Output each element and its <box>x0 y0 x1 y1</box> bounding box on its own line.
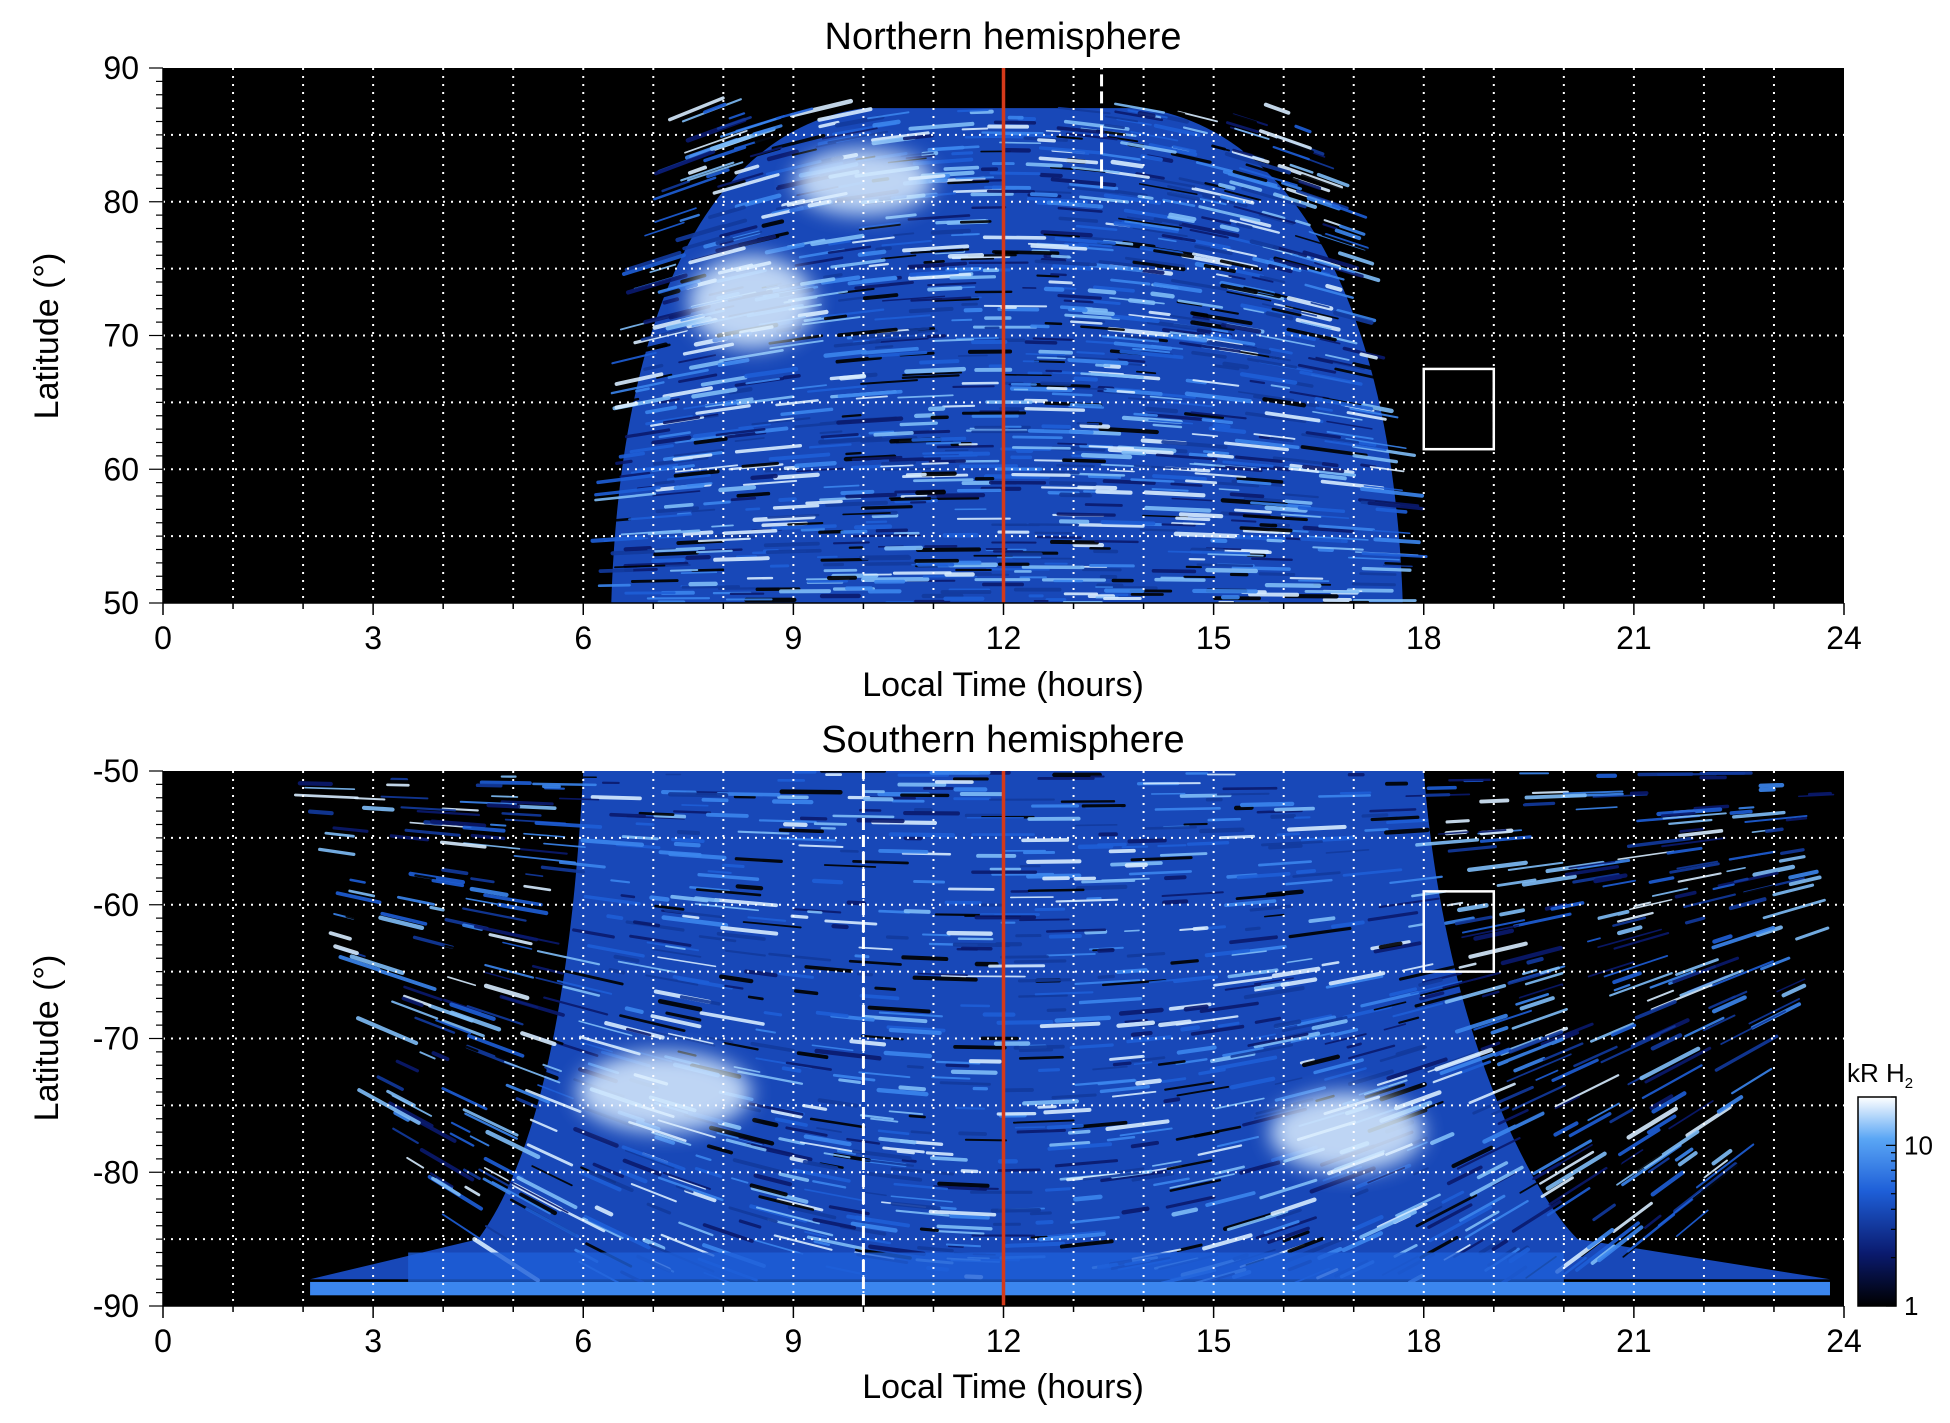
y-tick-label: 50 <box>103 585 139 621</box>
x-tick-label: 3 <box>364 620 382 656</box>
emission-map <box>590 96 1428 603</box>
y-tick-label: -80 <box>93 1154 139 1190</box>
x-tick-label: 12 <box>986 1323 1022 1359</box>
x-tick-label: 0 <box>154 620 172 656</box>
bright-emission-region <box>1269 1092 1424 1173</box>
x-tick-label: 6 <box>574 620 592 656</box>
y-tick-label: 70 <box>103 318 139 354</box>
x-tick-label: 18 <box>1406 1323 1442 1359</box>
x-tick-label: 9 <box>784 620 802 656</box>
x-axis-label: Local Time (hours) <box>862 666 1144 704</box>
y-tick-label: -90 <box>93 1288 139 1324</box>
region-box <box>1422 890 1496 973</box>
x-tick-label: 9 <box>784 1323 802 1359</box>
bright-emission-region <box>576 1051 752 1133</box>
emission-streaks <box>590 96 1428 603</box>
panel-title: Southern hemisphere <box>821 719 1184 761</box>
y-axis-label: Latitude (°) <box>28 253 66 420</box>
x-tick-label: 18 <box>1406 620 1442 656</box>
polar-band <box>408 1252 1564 1282</box>
southern-hemisphere-panel: Southern hemisphere 0 3 6 9 12 15 18 21 24 -50 -60… <box>28 719 1862 1406</box>
bright-emission-region <box>688 255 815 349</box>
region-box <box>1422 367 1496 451</box>
x-tick-label: 0 <box>154 1323 172 1359</box>
colorbar-gradient <box>1857 1096 1897 1307</box>
reference-lines <box>1001 68 1104 603</box>
y-tick-label: 90 <box>103 50 139 86</box>
colorbar-tick-label: 10 <box>1904 1130 1933 1160</box>
panel-title: Northern hemisphere <box>825 16 1182 58</box>
x-tick-label: 3 <box>364 1323 382 1359</box>
colorbar-unit-label: kR H2 <box>1847 1058 1913 1092</box>
y-axis-label: Latitude (°) <box>28 955 66 1122</box>
polar-band <box>310 1281 1830 1296</box>
northern-hemisphere-panel: Northern hemisphere 0 3 6 9 12 15 18 21 24 50 60 70… <box>28 16 1862 704</box>
y-tick-label: -60 <box>93 887 139 923</box>
y-tick-label: 60 <box>103 451 139 487</box>
x-axis-label: Local Time (hours) <box>862 1368 1144 1406</box>
x-tick-label: 12 <box>986 620 1022 656</box>
reference-lines <box>861 771 1006 1306</box>
colorbar-tick-label: 1 <box>1904 1291 1918 1321</box>
y-tick-label: -50 <box>93 753 139 789</box>
axes: 0 3 6 9 12 15 18 21 24 50 60 70 80 90 <box>103 50 1861 656</box>
x-tick-label: 24 <box>1826 620 1862 656</box>
colorbar-ticks: 1 10 <box>1886 1096 1933 1321</box>
colorbar: kR H2 1 10 <box>1847 1058 1933 1321</box>
x-tick-label: 24 <box>1826 1323 1862 1359</box>
x-tick-label: 21 <box>1616 1323 1652 1359</box>
axes: 0 3 6 9 12 15 18 21 24 -50 -60 -70 -80 -90 <box>93 753 1862 1359</box>
x-tick-label: 15 <box>1196 1323 1232 1359</box>
x-tick-label: 21 <box>1616 620 1652 656</box>
x-tick-label: 15 <box>1196 620 1232 656</box>
emission-map <box>293 771 1836 1296</box>
emission-streaks <box>293 771 1836 1289</box>
y-tick-label: 80 <box>103 184 139 220</box>
y-tick-label: -70 <box>93 1021 139 1057</box>
x-tick-label: 6 <box>574 1323 592 1359</box>
